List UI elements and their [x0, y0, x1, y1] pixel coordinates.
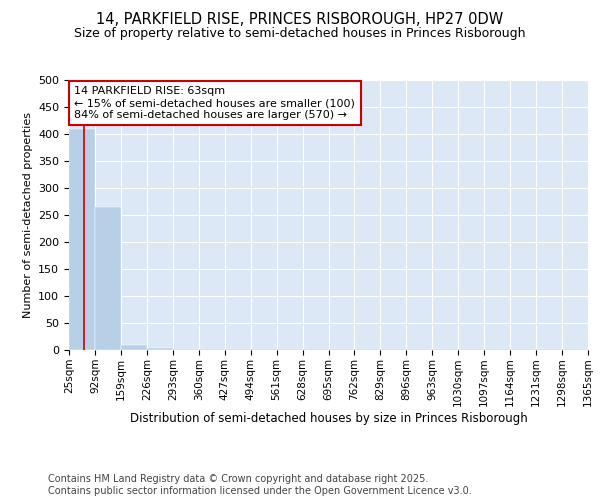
Text: Contains public sector information licensed under the Open Government Licence v3: Contains public sector information licen…: [48, 486, 472, 496]
Bar: [121, 344, 147, 350]
Bar: [173, 349, 199, 350]
Y-axis label: Number of semi-detached properties: Number of semi-detached properties: [23, 112, 32, 318]
Text: Size of property relative to semi-detached houses in Princes Risborough: Size of property relative to semi-detach…: [74, 28, 526, 40]
Bar: [562, 349, 588, 350]
Bar: [147, 348, 173, 350]
Bar: [69, 128, 95, 350]
Bar: [95, 207, 121, 350]
X-axis label: Distribution of semi-detached houses by size in Princes Risborough: Distribution of semi-detached houses by …: [130, 412, 527, 425]
Text: 14 PARKFIELD RISE: 63sqm
← 15% of semi-detached houses are smaller (100)
84% of : 14 PARKFIELD RISE: 63sqm ← 15% of semi-d…: [74, 86, 355, 120]
Text: Contains HM Land Registry data © Crown copyright and database right 2025.: Contains HM Land Registry data © Crown c…: [48, 474, 428, 484]
Text: 14, PARKFIELD RISE, PRINCES RISBOROUGH, HP27 0DW: 14, PARKFIELD RISE, PRINCES RISBOROUGH, …: [97, 12, 503, 28]
Bar: [199, 349, 224, 350]
